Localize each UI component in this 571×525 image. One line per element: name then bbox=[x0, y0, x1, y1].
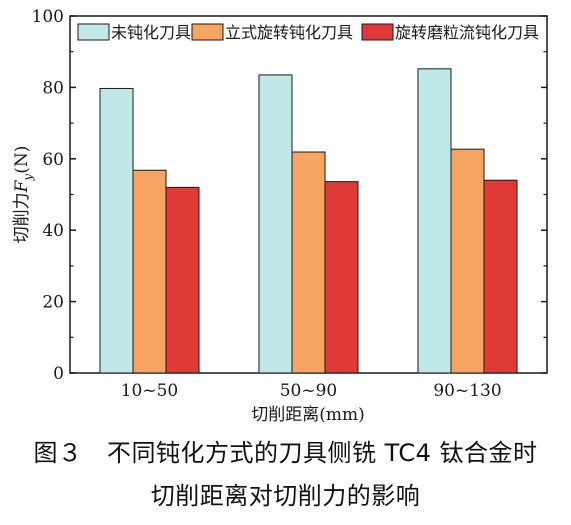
legend-swatch-0 bbox=[77, 23, 110, 41]
legend: 未钝化刀具 立式旋转钝化刀具 旋转磨粒流钝化刀具 bbox=[77, 23, 539, 42]
legend-swatch-2 bbox=[361, 23, 394, 41]
bar-series-1-cat-0 bbox=[132, 169, 167, 374]
y-tick-label: 80 bbox=[42, 78, 64, 98]
y-tick-label: 60 bbox=[42, 150, 64, 170]
legend-label-1: 立式旋转钝化刀具 bbox=[225, 23, 353, 42]
y-axis-title-symbol: F bbox=[12, 179, 32, 193]
bars bbox=[99, 68, 518, 374]
bar-chart: 0 20 40 60 80 100 10~50 50~90 90~130 未钝化刀具 立式旋转钝… bbox=[12, 7, 548, 425]
legend-label-2: 旋转磨粒流钝化刀具 bbox=[395, 23, 539, 42]
bar-series-2-cat-2 bbox=[483, 179, 518, 374]
x-axis-title: 切削距离(mm) bbox=[251, 405, 365, 425]
y-axis-title: 切削力Fy(N) bbox=[12, 146, 35, 244]
x-tick-label: 50~90 bbox=[280, 381, 338, 401]
bar-series-2-cat-1 bbox=[324, 181, 359, 374]
y-axis-title-subscript: y bbox=[21, 174, 35, 182]
bar-series-1-cat-1 bbox=[291, 151, 326, 374]
bar-series-2-cat-0 bbox=[165, 186, 200, 374]
y-tick-label: 0 bbox=[53, 364, 64, 384]
y-tick-label: 20 bbox=[42, 293, 64, 313]
x-axis: 10~50 50~90 90~130 bbox=[121, 381, 502, 401]
y-tick-label: 100 bbox=[32, 7, 64, 27]
x-tick-label: 90~130 bbox=[433, 381, 501, 401]
bar-series-0-cat-0 bbox=[99, 87, 134, 374]
bar-series-0-cat-1 bbox=[258, 74, 293, 374]
figure-caption-line-1: 图３ 不同钝化方式的刀具侧铣 TC4 钛合金时 bbox=[33, 439, 538, 467]
x-tick-label: 10~50 bbox=[121, 381, 179, 401]
legend-swatch-1 bbox=[191, 23, 224, 41]
legend-label-0: 未钝化刀具 bbox=[111, 23, 191, 42]
figure-caption-line-2: 切削距离对切削力的影响 bbox=[150, 482, 421, 510]
bar-series-1-cat-2 bbox=[450, 148, 485, 374]
y-tick-label: 40 bbox=[42, 221, 64, 241]
bar-series-0-cat-2 bbox=[417, 68, 452, 374]
y-axis-title-unit: (N) bbox=[12, 146, 32, 174]
y-axis-title-prefix: 切削力 bbox=[12, 192, 32, 243]
y-axis: 0 20 40 60 80 100 bbox=[32, 7, 547, 384]
